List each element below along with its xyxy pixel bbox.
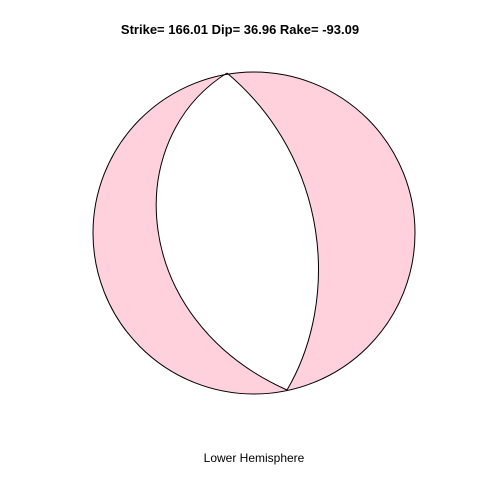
hemisphere-outline (92, 71, 416, 395)
dilatational-quadrant (156, 73, 319, 390)
plot-title: Strike= 166.01 Dip= 36.96 Rake= -93.09 (120, 22, 360, 37)
nodal-plane-1 (155, 72, 288, 391)
projection-label: Lower Hemisphere (203, 451, 305, 465)
nodal-plane-2 (226, 72, 319, 391)
